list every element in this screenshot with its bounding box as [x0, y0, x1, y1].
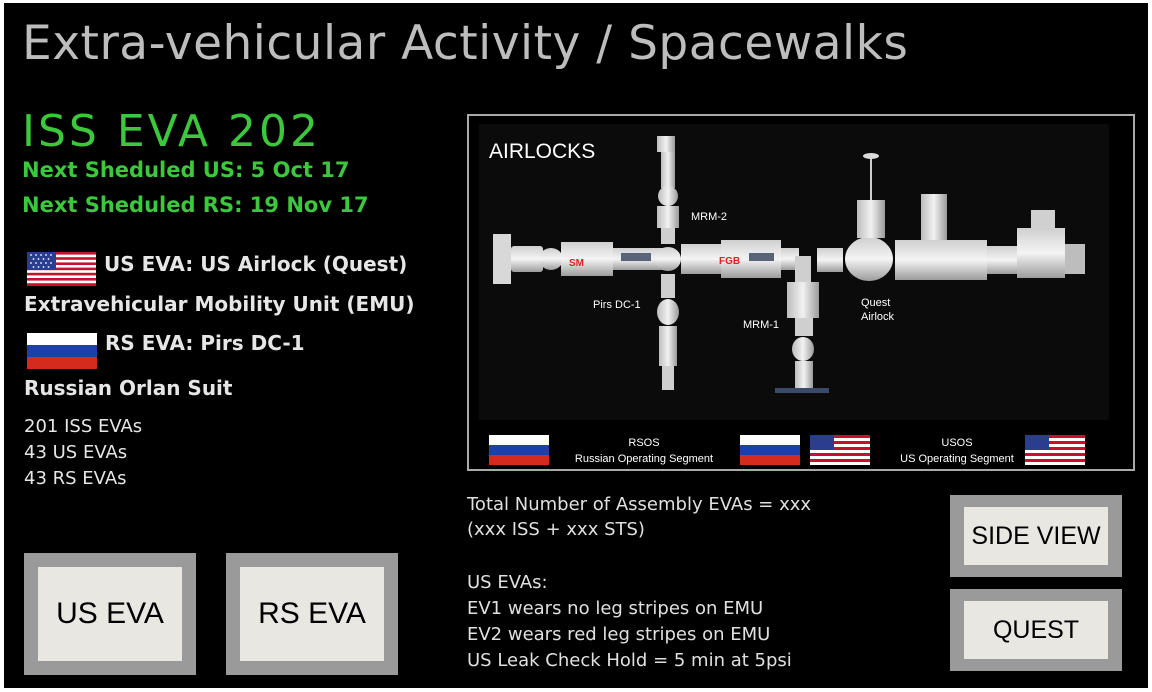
legend-rsos-sub: Russian Operating Segment	[575, 453, 713, 465]
quest-button[interactable]: QUEST	[950, 589, 1122, 671]
rs-eva-button[interactable]: RS EVA	[226, 553, 398, 675]
us-lab-module	[895, 240, 987, 280]
fgb-label: FGB	[719, 256, 740, 267]
rs-suit-label: Russian Orlan Suit	[24, 376, 233, 400]
evas-breakdown-text: (xxx ISS + xxx STS)	[467, 519, 645, 540]
legend-usos: USOS	[941, 437, 972, 449]
quest-airlock-module	[845, 237, 893, 281]
left-docked-vehicle	[493, 234, 563, 284]
antenna-dish	[863, 153, 879, 159]
us-eva-button[interactable]: US EVA	[24, 553, 196, 675]
us-suit-label: Extravehicular Mobility Unit (EMU)	[24, 292, 415, 316]
vertical-stack	[655, 136, 681, 390]
mrm1-label: MRM-1	[743, 319, 779, 331]
stat-rs-evas: 43 RS EVAs	[24, 468, 127, 489]
fgb-rear	[781, 248, 799, 270]
side-view-button-label: SIDE VIEW	[964, 507, 1108, 565]
stat-iss-evas: 201 ISS EVAs	[24, 416, 143, 437]
us-node-connector	[987, 246, 1017, 274]
stat-us-evas: 43 US EVAs	[24, 442, 128, 463]
airlocks-diagram: AIRLOCKS SM	[467, 114, 1135, 471]
legend-usos-sub: US Operating Segment	[900, 453, 1014, 465]
sm-label: SM	[569, 258, 584, 269]
fgb-front	[681, 244, 721, 274]
ev1-note: EV1 wears no leg stripes on EMU	[467, 598, 764, 619]
legend-us-flag-2	[1025, 435, 1085, 465]
quest-upper-module	[857, 200, 885, 238]
next-rs-eva-date: Next Sheduled RS: 19 Nov 17	[22, 193, 369, 217]
us-end-module	[1065, 244, 1085, 274]
rs-airlock-label: RS EVA: Pirs DC-1	[105, 331, 305, 355]
eva-display: Extra-vehicular Activity / Spacewalks IS…	[4, 3, 1148, 688]
ev2-note: EV2 wears red leg stripes on EMU	[467, 624, 771, 645]
us-upper-module	[921, 194, 947, 240]
legend-rsos: RSOS	[628, 437, 659, 449]
next-us-eva-date: Next Sheduled US: 5 Oct 17	[22, 158, 350, 182]
airlocks-heading: AIRLOCKS	[489, 140, 595, 163]
page-title: Extra-vehicular Activity / Spacewalks	[22, 16, 909, 71]
eva-count-heading: ISS EVA 202	[22, 106, 321, 157]
us-flag-icon	[27, 252, 96, 286]
quest-button-label: QUEST	[964, 601, 1108, 659]
quest-label-line2: Airlock	[861, 311, 895, 323]
quest-label-line1: Quest	[861, 297, 890, 309]
us-airlock-label: US EVA: US Airlock (Quest)	[104, 252, 408, 276]
us-node-top	[1031, 210, 1055, 230]
legend-rs-flag-2	[740, 435, 800, 465]
us-evas-heading: US EVAs:	[467, 572, 548, 593]
sm-solar-array	[621, 253, 651, 261]
rs-eva-button-label: RS EVA	[240, 567, 384, 661]
mrm1-stack	[775, 256, 829, 393]
total-evas-text: Total Number of Assembly EVAs = xxx	[467, 494, 812, 515]
mrm2-label: MRM-2	[691, 211, 727, 223]
side-view-button[interactable]: SIDE VIEW	[950, 495, 1122, 577]
legend-rs-flag-1	[489, 435, 549, 465]
sm-module	[561, 242, 613, 276]
us-node-module	[1017, 228, 1065, 278]
leak-check-note: US Leak Check Hold = 5 min at 5psi	[467, 650, 792, 671]
pma-connector	[817, 248, 843, 272]
pirs-label: Pirs DC-1	[593, 299, 641, 311]
legend-us-flag-1	[810, 435, 870, 465]
us-eva-button-label: US EVA	[38, 567, 182, 661]
russia-flag-icon	[27, 333, 97, 369]
fgb-solar-array	[749, 253, 774, 261]
